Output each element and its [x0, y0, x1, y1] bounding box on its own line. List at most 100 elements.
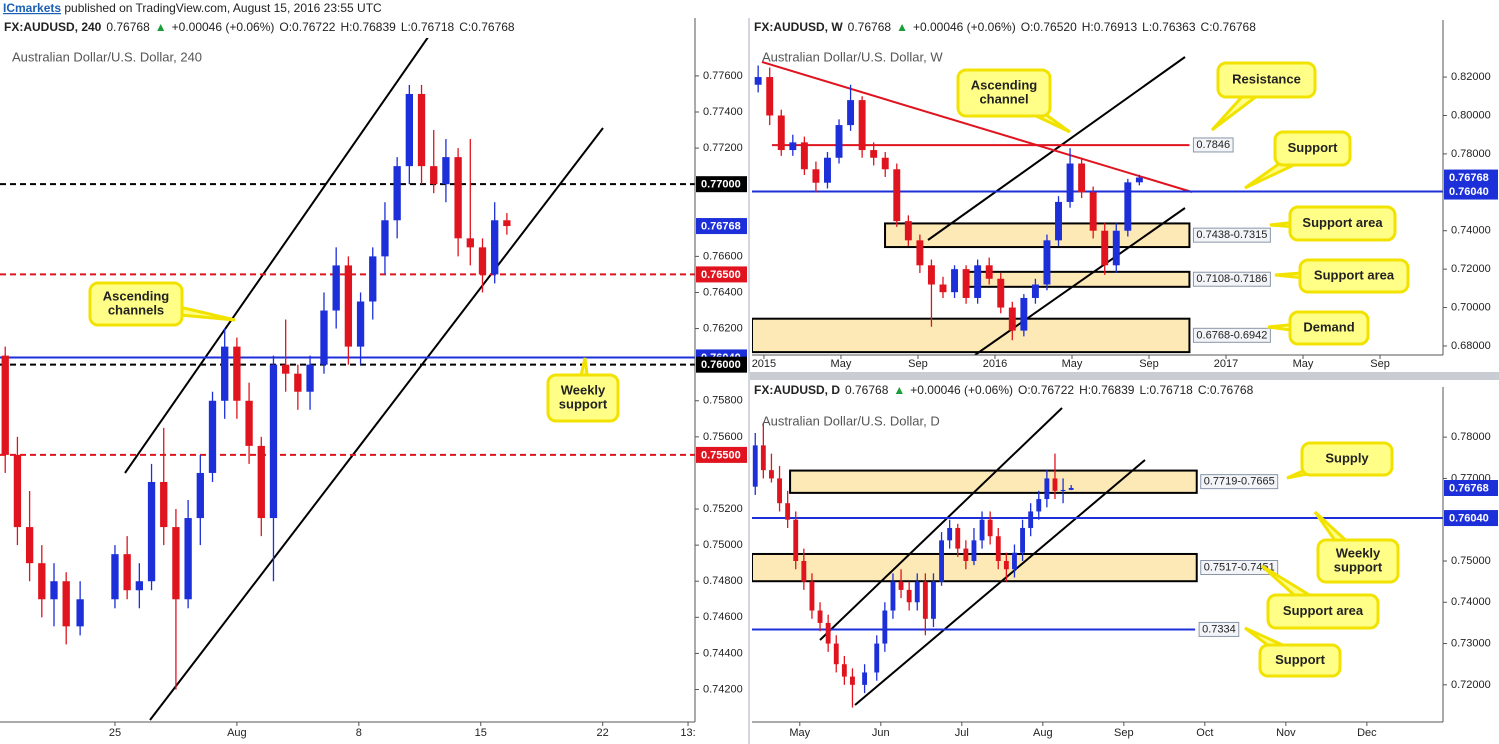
x-tick-label: Sep	[1139, 358, 1159, 370]
header-close: C:0.76768	[1198, 383, 1254, 397]
x-tick-label: Nov	[1276, 727, 1296, 739]
header-arrow: ▲	[893, 383, 905, 397]
candle-body	[1020, 297, 1028, 331]
candle-body	[979, 519, 985, 541]
price-box-label: 0.76768	[1449, 172, 1489, 184]
trend-line	[819, 407, 1063, 641]
header-symbol: FX:AUDUSD, 240	[4, 20, 102, 34]
candle-body	[430, 166, 438, 185]
candle-body	[1043, 240, 1051, 285]
candle-body	[381, 220, 389, 257]
candle-body	[974, 265, 982, 298]
candle-body	[904, 221, 912, 241]
candle-body	[405, 93, 413, 167]
header-arrow: ▲	[896, 20, 908, 34]
candle-body	[491, 220, 499, 275]
trend-line	[927, 56, 1186, 241]
candle-body	[898, 581, 904, 590]
x-tick-label: Aug	[1033, 727, 1053, 739]
chart-header: FX:AUDUSD, 240 0.76768 ▲ +0.00046 (+0.06%) O…	[4, 20, 515, 34]
callout-cover	[1292, 314, 1366, 342]
candle-body	[769, 470, 774, 479]
candle-body	[801, 560, 807, 582]
candle-body	[344, 265, 353, 347]
candle-body	[1036, 499, 1042, 512]
plot-area	[752, 407, 1443, 708]
x-tick-label: Dec	[1357, 727, 1377, 739]
candle-body	[306, 364, 314, 392]
price-box-label: 0.76000	[701, 359, 741, 371]
y-tick-label: 0.76400	[703, 286, 743, 298]
candle-body	[356, 301, 365, 347]
header-symbol: FX:AUDUSD, D	[754, 383, 840, 397]
y-tick-label: 0.74000	[1451, 225, 1491, 237]
candle-body	[442, 157, 450, 185]
candle-body	[294, 373, 302, 392]
y-tick-label: 0.74800	[703, 575, 743, 587]
x-tick-label: May	[831, 358, 852, 370]
callout-text: Support	[1275, 652, 1325, 667]
candle-body	[503, 220, 511, 227]
candle-body	[1012, 552, 1017, 570]
callout-cover	[1304, 445, 1390, 473]
candle-body	[817, 610, 823, 623]
price-box	[1444, 510, 1498, 527]
y-tick-label: 0.74000	[1451, 596, 1491, 608]
candle-body	[760, 445, 766, 471]
level-label: 0.7334	[1202, 623, 1236, 635]
price-box	[1444, 169, 1498, 186]
y-tick-label: 0.75600	[703, 431, 743, 443]
callout-text: Support area	[1283, 603, 1364, 618]
candle-body	[777, 478, 782, 504]
candle-body	[25, 527, 34, 564]
y-tick-label: 0.74600	[703, 611, 743, 623]
candle-body	[111, 554, 119, 600]
candle-body	[1020, 527, 1025, 553]
y-tick-label: 0.78000	[1451, 431, 1491, 443]
zone-label: 0.7438-0.7315	[1196, 229, 1267, 241]
callout-text: channels	[108, 302, 164, 317]
candle-body	[890, 581, 896, 611]
level-label-box	[1198, 621, 1240, 637]
candle-body	[245, 400, 253, 446]
callout-cover	[1262, 647, 1338, 674]
candle-body	[850, 676, 855, 685]
header-close: C:0.76768	[1201, 20, 1257, 34]
candle-body	[793, 519, 799, 561]
candle-body	[825, 622, 831, 644]
callout-text: Demand	[1303, 319, 1354, 334]
x-tick-label: Sep	[908, 358, 928, 370]
candle-body	[1066, 163, 1074, 202]
x-tick-label: Jun	[872, 727, 890, 739]
y-tick-label: 0.77200	[703, 142, 743, 154]
callout-text: Weekly	[1336, 545, 1381, 560]
y-tick-label: 0.80000	[1451, 109, 1491, 121]
x-tick-label: 13:	[680, 727, 695, 739]
x-tick-label: 25	[109, 727, 121, 739]
candle-body	[393, 166, 401, 221]
candle-body	[874, 643, 880, 673]
candle-body	[939, 284, 947, 293]
publisher-name[interactable]: ICmarkets	[3, 1, 61, 15]
candle-body	[955, 527, 961, 549]
zone	[789, 469, 1198, 494]
candle-body	[147, 481, 156, 582]
y-tick-label: 0.77600	[703, 70, 743, 82]
candle-body	[1112, 230, 1120, 266]
candle-body	[1028, 511, 1034, 528]
x-tick-label: 8	[356, 727, 362, 739]
y-tick-label: 0.76200	[703, 322, 743, 334]
callout-cover	[550, 377, 616, 419]
candle-body	[916, 240, 924, 266]
candle-body	[184, 518, 192, 600]
zone	[884, 222, 1191, 249]
candle-body	[962, 269, 970, 298]
candle-body	[882, 610, 888, 644]
candle-body	[858, 100, 866, 151]
candle-body	[985, 265, 993, 279]
price-box	[696, 218, 747, 235]
x-tick-label: Sep	[1114, 727, 1134, 739]
candle-body	[135, 581, 144, 591]
